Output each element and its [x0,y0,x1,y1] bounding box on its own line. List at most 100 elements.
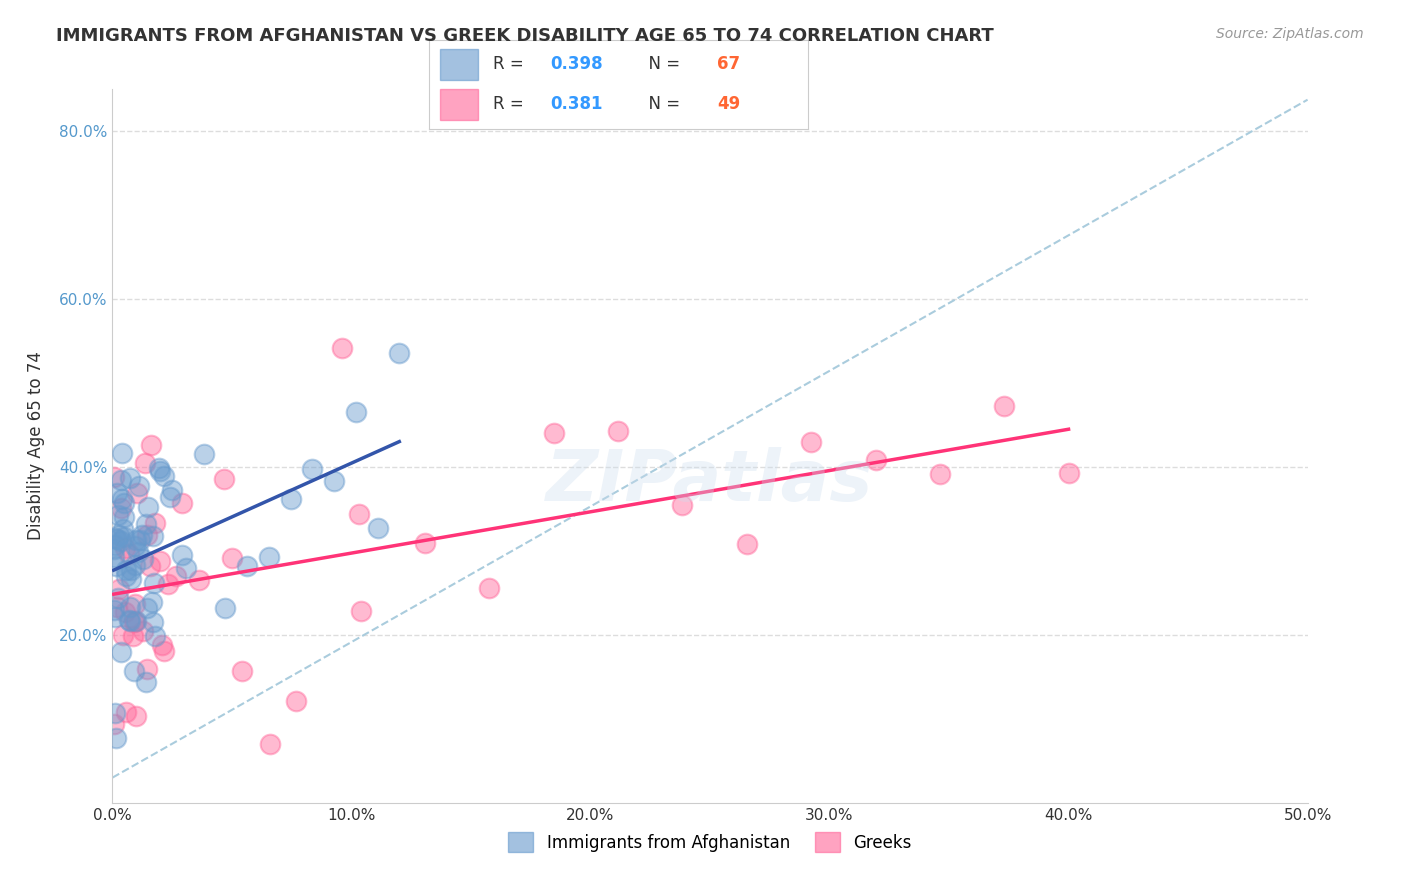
Immigrants from Afghanistan [149,464,172,478]
Immigrants from Afghanistan [129,533,152,548]
Greeks [231,664,253,678]
Text: 0.381: 0.381 [550,95,603,113]
Immigrants from Afghanistan [174,561,197,575]
Text: R =: R = [494,55,530,73]
Immigrants from Afghanistan [110,473,132,487]
Immigrants from Afghanistan [148,461,170,475]
Immigrants from Afghanistan [301,461,323,475]
Greeks [125,709,148,723]
Immigrants from Afghanistan [236,559,259,574]
Greeks [117,547,139,561]
Immigrants from Afghanistan [107,528,129,542]
Text: Source: ZipAtlas.com: Source: ZipAtlas.com [1216,27,1364,41]
Immigrants from Afghanistan [115,568,138,582]
Immigrants from Afghanistan [105,532,128,546]
Immigrants from Afghanistan [104,531,127,545]
Immigrants from Afghanistan [136,500,159,515]
Immigrants from Afghanistan [125,533,148,547]
Legend: Immigrants from Afghanistan, Greeks: Immigrants from Afghanistan, Greeks [495,819,925,866]
Greeks [121,629,143,643]
Greeks [108,582,131,597]
Text: R =: R = [494,95,530,113]
Greeks [136,662,159,676]
Immigrants from Afghanistan [153,469,176,483]
Bar [440,89,478,120]
Greeks [800,435,823,450]
Immigrants from Afghanistan [104,610,127,624]
Greeks [127,486,149,500]
Immigrants from Afghanistan [141,594,163,608]
Greeks [330,342,353,356]
Greeks [212,472,235,486]
Immigrants from Afghanistan [124,558,146,573]
Greeks [114,541,136,555]
Greeks [114,605,136,619]
Greeks [103,716,125,731]
Greeks [165,569,187,583]
Immigrants from Afghanistan [120,572,142,586]
Greeks [285,694,308,708]
Immigrants from Afghanistan [105,486,128,500]
Greeks [607,425,630,439]
Greeks [150,638,173,652]
Immigrants from Afghanistan [280,491,302,506]
Greeks [134,456,156,470]
Immigrants from Afghanistan [125,614,148,628]
Immigrants from Afghanistan [105,731,128,746]
Immigrants from Afghanistan [111,446,134,460]
Greeks [143,516,166,530]
Immigrants from Afghanistan [142,529,165,543]
Greeks [139,558,162,573]
Immigrants from Afghanistan [344,404,367,418]
Greeks [110,500,132,515]
Immigrants from Afghanistan [118,470,141,484]
Immigrants from Afghanistan [111,522,134,536]
Greeks [735,537,758,551]
Greeks [132,624,155,639]
Greeks [671,499,693,513]
Greeks [993,399,1015,413]
Immigrants from Afghanistan [120,614,142,628]
Greeks [187,573,209,587]
Immigrants from Afghanistan [120,563,142,577]
Text: IMMIGRANTS FROM AFGHANISTAN VS GREEK DISABILITY AGE 65 TO 74 CORRELATION CHART: IMMIGRANTS FROM AFGHANISTAN VS GREEK DIS… [56,27,994,45]
Immigrants from Afghanistan [388,346,411,360]
Greeks [124,615,146,629]
Immigrants from Afghanistan [111,492,134,507]
Greeks [111,627,134,641]
Immigrants from Afghanistan [257,549,280,564]
Immigrants from Afghanistan [112,530,135,544]
Text: ZIPatlas: ZIPatlas [547,447,873,516]
Greeks [153,644,176,658]
Immigrants from Afghanistan [110,644,132,658]
Immigrants from Afghanistan [141,615,163,630]
Greeks [124,597,146,611]
Immigrants from Afghanistan [112,510,135,524]
Immigrants from Afghanistan [170,548,193,562]
Immigrants from Afghanistan [131,528,153,542]
Immigrants from Afghanistan [107,591,129,606]
Greeks [928,467,950,482]
Immigrants from Afghanistan [104,538,127,552]
Immigrants from Afghanistan [160,483,183,497]
Greeks [478,581,501,595]
Immigrants from Afghanistan [103,603,125,617]
Immigrants from Afghanistan [159,490,181,504]
Immigrants from Afghanistan [115,563,138,577]
Immigrants from Afghanistan [103,549,125,564]
Immigrants from Afghanistan [132,552,155,566]
Text: N =: N = [638,55,685,73]
Immigrants from Afghanistan [127,545,149,559]
Immigrants from Afghanistan [124,539,146,553]
Immigrants from Afghanistan [105,559,128,574]
Immigrants from Afghanistan [142,576,165,591]
Immigrants from Afghanistan [107,508,129,522]
Immigrants from Afghanistan [110,534,132,549]
Bar [440,49,478,80]
Text: 0.398: 0.398 [550,55,603,73]
Greeks [221,551,243,566]
Greeks [1057,466,1080,480]
Immigrants from Afghanistan [104,706,127,720]
Greeks [114,705,136,719]
Immigrants from Afghanistan [103,542,125,557]
